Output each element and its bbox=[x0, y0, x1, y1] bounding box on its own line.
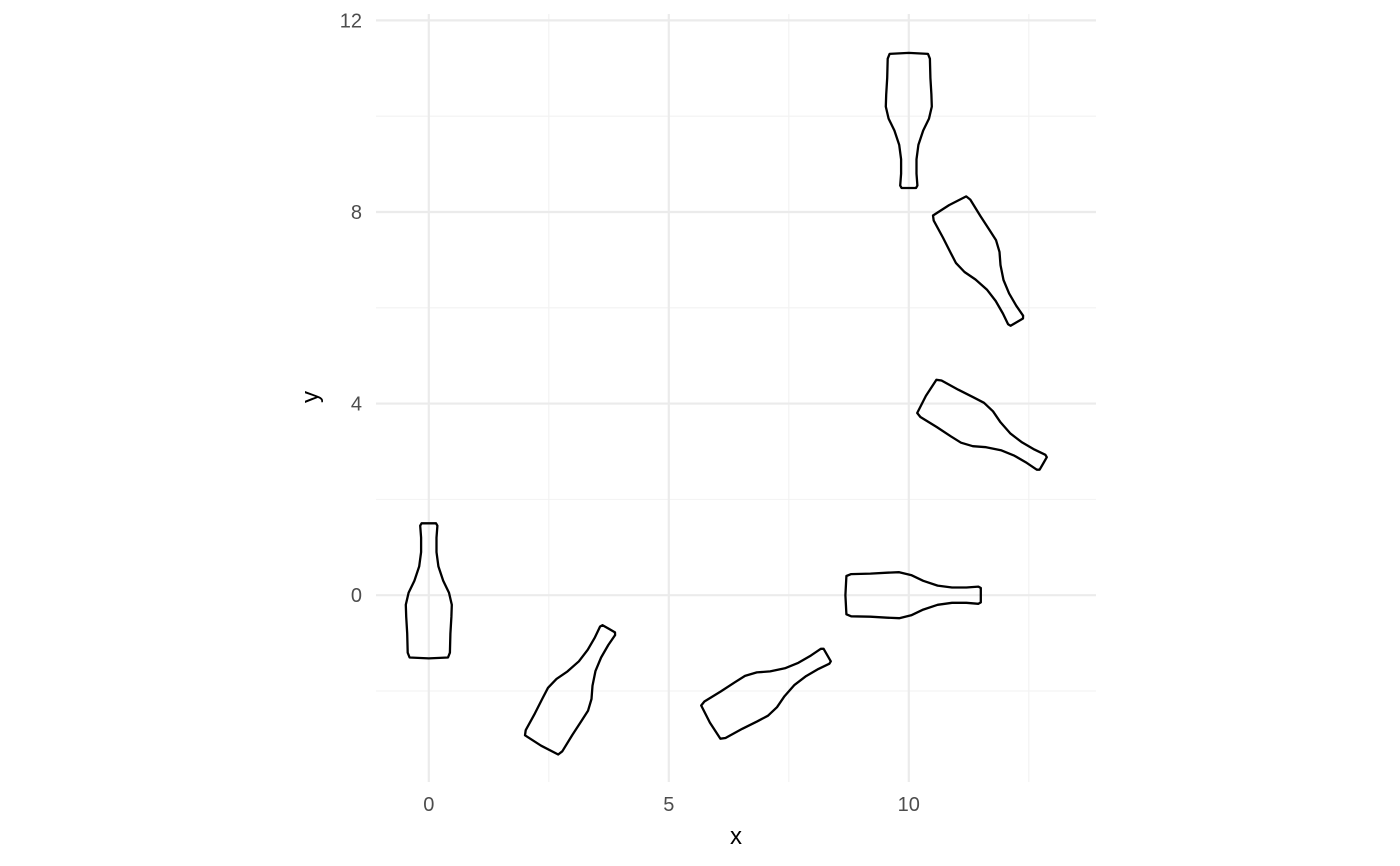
y-axis-title: y bbox=[297, 391, 324, 403]
bottle-marker bbox=[884, 51, 933, 190]
y-tick-label: 0 bbox=[351, 585, 362, 607]
y-tick-label: 4 bbox=[351, 394, 362, 416]
bottle-marker bbox=[916, 378, 1048, 471]
x-tick-label: 5 bbox=[663, 794, 674, 816]
tick-labels: 0 5 10 0 4 8 12 bbox=[340, 10, 920, 816]
bottle-marker bbox=[931, 195, 1025, 327]
grid bbox=[376, 14, 1096, 782]
bottle-marker bbox=[523, 624, 617, 756]
bottle-marker bbox=[844, 571, 982, 620]
bottle-marker bbox=[700, 647, 832, 740]
bottle-markers bbox=[404, 51, 1048, 756]
x-tick-label: 10 bbox=[898, 794, 920, 816]
x-axis-title: x bbox=[730, 823, 742, 850]
bottle-marker bbox=[404, 522, 453, 660]
x-tick-label: 0 bbox=[423, 794, 434, 816]
y-tick-label: 12 bbox=[340, 10, 362, 32]
y-tick-label: 8 bbox=[351, 202, 362, 224]
